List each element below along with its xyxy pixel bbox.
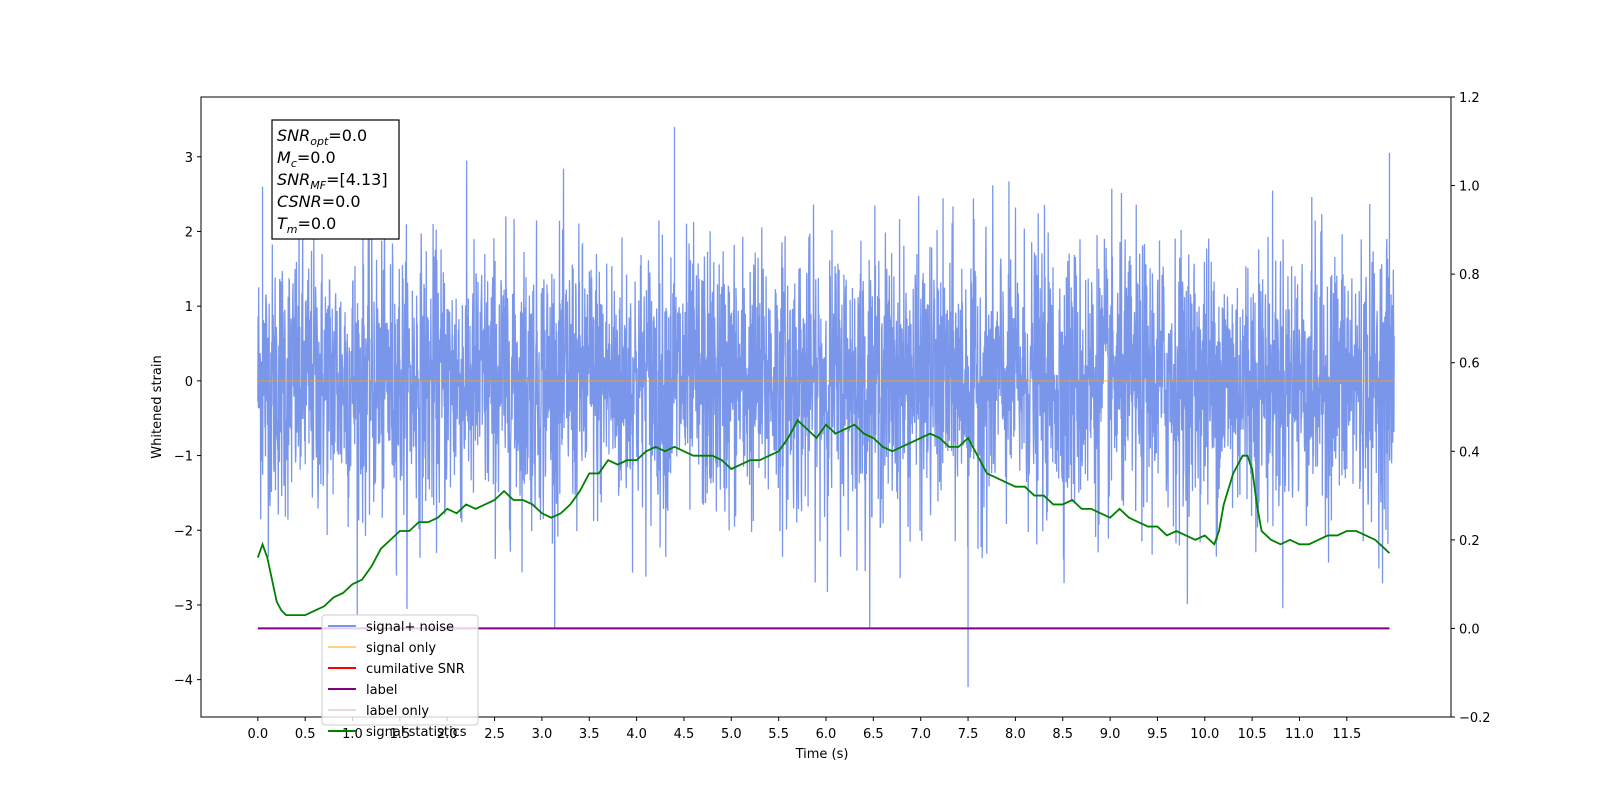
legend-label: signal only [366,641,436,656]
y-tick-label: 1 [185,300,193,315]
x-tick-label: 7.5 [958,727,979,742]
legend-label: label [366,683,397,698]
x-axis-label: Time (s) [795,747,849,762]
x-tick-label: 0.0 [247,727,268,742]
annotation-line: Mc=0.0 [277,148,336,170]
annotation-line: SNRopt=0.0 [277,126,367,148]
legend-frame [321,614,479,726]
y-tick-label: 2 [185,225,193,240]
y2-tick-label: 1.2 [1459,91,1480,106]
x-tick-label: 8.0 [1005,727,1026,742]
y2-tick-label: −0.2 [1459,711,1491,726]
x-tick-label: 10.5 [1238,727,1267,742]
x-tick-label: 1.5 [390,727,411,742]
x-tick-label: 7.0 [910,727,931,742]
x-tick-label: 2.5 [484,727,505,742]
annotation-line: CSNR=0.0 [277,192,361,211]
x-tick-label: 1.0 [342,727,363,742]
x-tick-label: 3.5 [579,727,600,742]
annotation-line: SNRMF=[4.13] [277,170,388,192]
x-tick-label: 0.5 [295,727,316,742]
annotation-line: Tm=0.0 [277,214,336,236]
x-tick-label: 9.5 [1147,727,1168,742]
series-signal-statistics-line [256,418,1391,617]
x-tick-label: 8.5 [1052,727,1073,742]
x-tick-label: 3.0 [532,727,553,742]
x-tick-label: 4.5 [674,727,695,742]
y-tick-label: 3 [185,151,193,166]
y-tick-label: −2 [174,524,193,539]
y-tick-label: 0 [185,375,193,390]
annotation-frame [271,119,400,240]
y-tick-label: −4 [174,674,193,689]
y-tick-label: −3 [174,599,193,614]
y2-tick-label: 0.8 [1459,268,1480,283]
x-tick-label: 11.5 [1332,727,1361,742]
x-tick-label: 10.0 [1190,727,1219,742]
x-tick-label: 6.0 [816,727,837,742]
x-tick-label: 5.0 [721,727,742,742]
ticks-layer: 0.0 0.5 1.0 1.5 2.0 2.5 3.0 3.5 4.0 4.5 5.0 5.5 6.0 6… [174,91,1491,742]
y2-tick-label: 1.0 [1459,180,1480,195]
y2-tick-label: 0.6 [1459,357,1480,372]
legend: signal+ noise signal only cumilative SNR la… [321,614,479,740]
y2-tick-label: 0.2 [1459,534,1480,549]
y2-tick-label: 0.4 [1459,445,1480,460]
x-tick-label: 4.0 [626,727,647,742]
x-tick-label: 11.0 [1285,727,1314,742]
legend-label: signal+ noise [366,620,454,635]
y-tick-label: −1 [174,450,193,465]
x-tick-label: 2.0 [437,727,458,742]
series-signal-noise-line [257,126,1395,688]
x-tick-label: 5.5 [768,727,789,742]
x-tick-label: 9.0 [1100,727,1121,742]
legend-label: signal statistics [366,725,467,740]
legend-label: label only [366,704,429,719]
x-tick-label: 6.5 [863,727,884,742]
y2-tick-label: 0.0 [1459,622,1480,637]
y-axis-label: Whitened strain [150,355,165,458]
legend-label: cumilative SNR [366,662,465,677]
